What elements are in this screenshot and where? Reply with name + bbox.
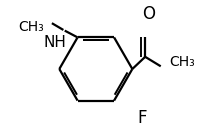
Text: NH: NH [43,35,66,50]
Text: F: F [138,109,147,127]
Text: O: O [142,5,155,22]
Text: CH₃: CH₃ [18,20,44,34]
Text: CH₃: CH₃ [170,55,195,69]
